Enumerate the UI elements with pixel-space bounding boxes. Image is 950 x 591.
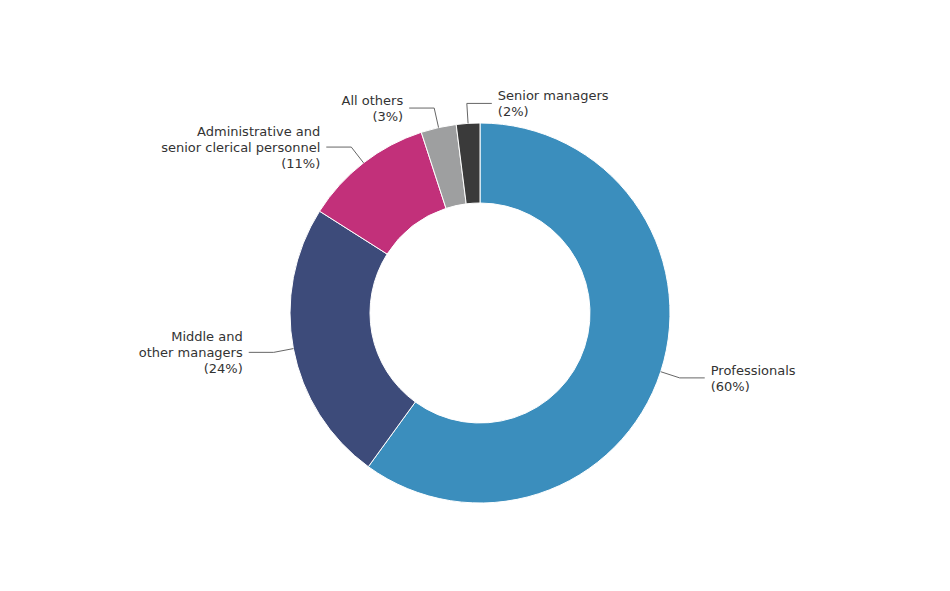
- svg-text:Administrative andsenior cleri: Administrative andsenior clerical person…: [161, 124, 320, 171]
- svg-text:Middle andother managers(24%): Middle andother managers(24%): [139, 329, 243, 376]
- svg-text:All others(3%): All others(3%): [342, 93, 404, 124]
- svg-text:Senior managers(2%): Senior managers(2%): [498, 88, 609, 119]
- svg-text:Professionals(60%): Professionals(60%): [711, 362, 796, 393]
